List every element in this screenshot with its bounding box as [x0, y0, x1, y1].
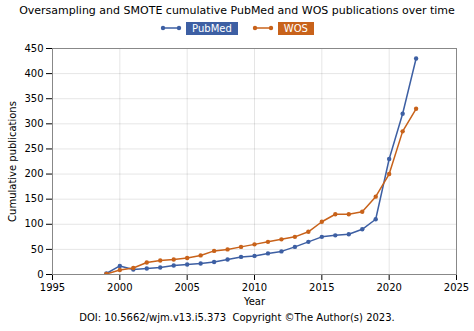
html-text:Oversampling and SMOTE cumulat: Oversampling and SMOTE cumulative PubMed…: [19, 4, 455, 17]
svg-text:100: 100: [24, 218, 43, 229]
svg-text:250: 250: [24, 143, 43, 154]
svg-text:2020: 2020: [376, 282, 401, 293]
svg-text:400: 400: [24, 68, 43, 79]
svg-text:Year: Year: [243, 296, 266, 307]
html-text:PubMed: PubMed: [192, 22, 232, 34]
svg-text:300: 300: [24, 118, 43, 129]
svg-text:450: 450: [24, 43, 43, 54]
svg-text:2000: 2000: [107, 282, 132, 293]
svg-text:350: 350: [24, 93, 43, 104]
svg-text:2025: 2025: [444, 282, 469, 293]
svg-text:2005: 2005: [174, 282, 199, 293]
svg-text:2015: 2015: [309, 282, 334, 293]
svg-text:1995: 1995: [40, 282, 65, 293]
svg-text:50: 50: [31, 244, 44, 255]
svg-text:Cumulative publications: Cumulative publications: [7, 101, 18, 222]
svg-text:150: 150: [24, 193, 43, 204]
svg-text:200: 200: [24, 168, 43, 179]
html-text:WOS: WOS: [283, 22, 308, 34]
html-text:DOI: 10.5662/wjm.v13.i5.373 Co: DOI: 10.5662/wjm.v13.i5.373 Copyright ©T…: [79, 312, 395, 323]
svg-text:2010: 2010: [242, 282, 267, 293]
svg-text:0: 0: [37, 269, 43, 280]
